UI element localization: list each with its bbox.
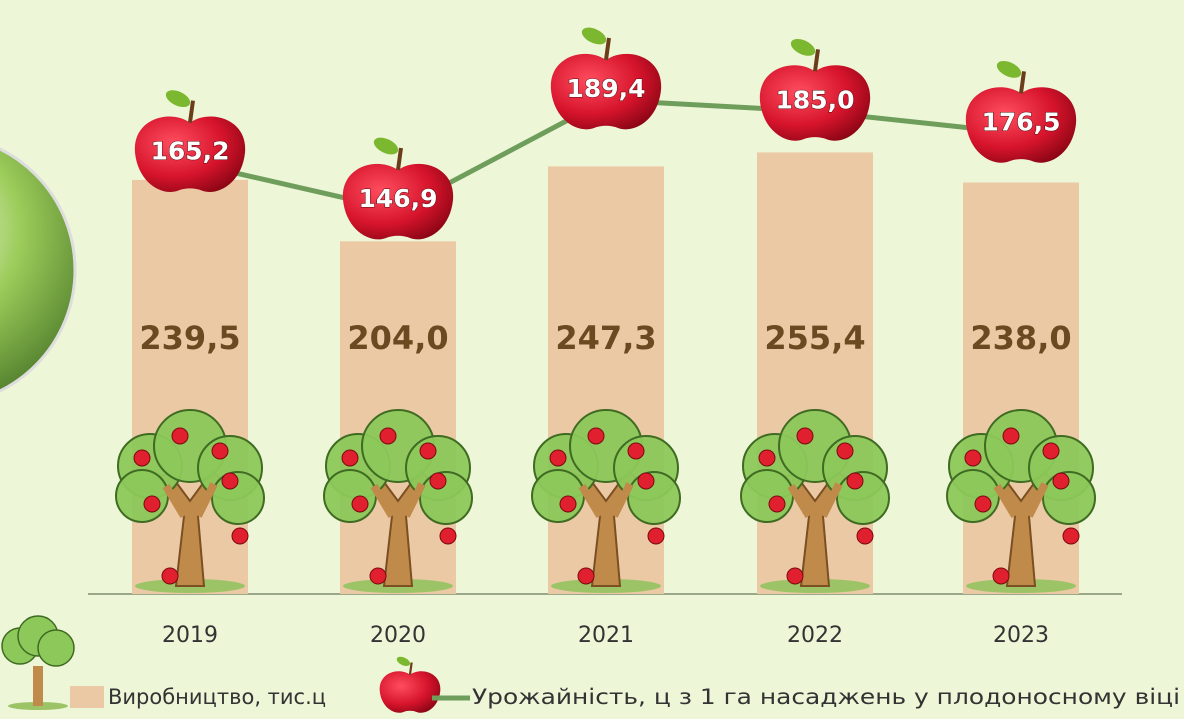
tree-fruit xyxy=(588,428,604,444)
legend-swatch xyxy=(70,686,104,708)
tree-fruit xyxy=(837,443,853,459)
x-tick-label: 2020 xyxy=(370,623,426,648)
tree-fruit xyxy=(993,568,1009,584)
bar-value-label: 204,0 xyxy=(347,319,448,357)
tree-fruit xyxy=(769,496,785,512)
tree-fruit xyxy=(370,568,386,584)
tree-fruit xyxy=(975,496,991,512)
point-value-label: 165,2 xyxy=(150,137,229,166)
bar-value-label: 255,4 xyxy=(764,319,865,357)
legend-tree-crown xyxy=(38,630,74,666)
tree-fruit xyxy=(560,496,576,512)
tree-fruit xyxy=(787,568,803,584)
tree-fruit xyxy=(420,443,436,459)
point-value-label: 189,4 xyxy=(566,74,645,103)
tree-fruit xyxy=(1053,473,1069,489)
apple-leaf xyxy=(788,36,817,60)
apple-stem xyxy=(410,663,412,675)
legend-label: Урожайність, ц з 1 га насаджень у плодон… xyxy=(472,685,1180,709)
x-tick-label: 2019 xyxy=(162,623,218,648)
tree-fruit xyxy=(1043,443,1059,459)
apple-stem xyxy=(815,49,818,71)
bar-value-label: 239,5 xyxy=(139,319,240,357)
tree-crown xyxy=(532,470,584,522)
tree-fruit xyxy=(172,428,188,444)
tree-fruit xyxy=(212,443,228,459)
x-tick-label: 2023 xyxy=(993,623,1049,648)
tree-fruit xyxy=(1063,528,1079,544)
tree-crown xyxy=(324,470,376,522)
chart: Виробництво, тис.ц Урожайність, ц з 1 га … xyxy=(0,0,1184,719)
tree-fruit xyxy=(550,450,566,466)
point-value-label: 185,0 xyxy=(775,85,854,114)
tree-fruit xyxy=(430,473,446,489)
tree-crown xyxy=(947,470,999,522)
apple-stem xyxy=(190,101,193,123)
apple-leaf xyxy=(395,655,411,668)
tree-fruit xyxy=(857,528,873,544)
point-value-label: 176,5 xyxy=(981,107,1060,136)
tree-fruit xyxy=(759,450,775,466)
apple-leaf xyxy=(163,87,192,111)
apple-stem xyxy=(398,148,401,170)
apple-leaf xyxy=(994,58,1023,82)
x-tick-label: 2021 xyxy=(578,623,634,648)
tree-fruit xyxy=(232,528,248,544)
tree-fruit xyxy=(847,473,863,489)
globe-decoration xyxy=(0,135,75,405)
legend-apple-icon xyxy=(380,655,441,713)
tree-fruit xyxy=(638,473,654,489)
tree-fruit xyxy=(797,428,813,444)
apple-stem xyxy=(1021,71,1024,93)
tree-fruit xyxy=(628,443,644,459)
apple-leaf xyxy=(371,134,400,158)
tree-fruit xyxy=(352,496,368,512)
bar-value-label: 247,3 xyxy=(555,319,656,357)
tree-fruit xyxy=(965,450,981,466)
tree-fruit xyxy=(162,568,178,584)
bar-value-label: 238,0 xyxy=(970,319,1071,357)
x-tick-label: 2022 xyxy=(787,623,843,648)
tree-fruit xyxy=(134,450,150,466)
apple-body xyxy=(380,671,441,713)
tree-fruit xyxy=(380,428,396,444)
tree-fruit xyxy=(144,496,160,512)
tree-crown xyxy=(741,470,793,522)
point-value-label: 146,9 xyxy=(358,184,437,213)
apple-stem xyxy=(606,38,609,60)
tree-crown xyxy=(116,470,168,522)
tree-fruit xyxy=(648,528,664,544)
legend-tree-trunk xyxy=(33,666,43,706)
apple-leaf xyxy=(579,24,608,48)
tree-fruit xyxy=(222,473,238,489)
tree-fruit xyxy=(342,450,358,466)
tree-fruit xyxy=(1003,428,1019,444)
tree-fruit xyxy=(440,528,456,544)
legend-label: Виробництво, тис.ц xyxy=(108,685,326,709)
tree-fruit xyxy=(578,568,594,584)
